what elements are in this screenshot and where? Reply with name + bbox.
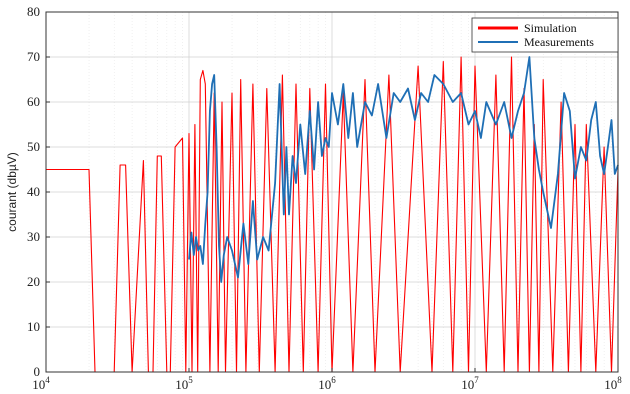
y-tick-label: 70 xyxy=(27,49,40,64)
legend-label-measurements: Measurements xyxy=(524,35,594,49)
x-tick-exponent: 7 xyxy=(474,375,479,385)
x-tick-base: 10 xyxy=(32,377,45,392)
y-tick-label: 40 xyxy=(27,184,40,199)
y-tick-label: 0 xyxy=(34,364,41,379)
legend: Simulation Measurements xyxy=(471,17,619,53)
x-tick-base: 10 xyxy=(318,377,331,392)
y-axis: 0 10 20 30 40 50 60 70 80 xyxy=(27,4,50,379)
x-tick-label: 105 xyxy=(175,375,193,392)
x-tick-exponent: 4 xyxy=(45,375,50,385)
x-tick-label: 106 xyxy=(318,375,336,392)
x-tick-exponent: 8 xyxy=(617,375,622,385)
y-tick-label: 10 xyxy=(27,319,40,334)
y-axis-label: courant (dbµV) xyxy=(5,152,19,232)
legend-label-simulation: Simulation xyxy=(524,21,577,35)
y-tick-label: 60 xyxy=(27,94,40,109)
y-tick-label: 20 xyxy=(27,274,40,289)
y-tick-label: 50 xyxy=(27,139,40,154)
x-tick-base: 10 xyxy=(175,377,188,392)
series-line-measurements xyxy=(188,56,619,283)
legend-box xyxy=(471,17,619,53)
x-tick-label: 107 xyxy=(461,375,479,392)
x-tick-label: 104 xyxy=(32,375,50,392)
x-tick-base: 10 xyxy=(461,377,474,392)
x-axis: 104 105 106 107 108 xyxy=(32,368,622,392)
x-tick-exponent: 5 xyxy=(188,375,193,385)
y-tick-label: 80 xyxy=(27,4,40,19)
x-tick-label: 108 xyxy=(604,375,622,392)
x-tick-exponent: 6 xyxy=(331,375,336,385)
x-tick-base: 10 xyxy=(604,377,617,392)
y-tick-label: 30 xyxy=(27,229,40,244)
